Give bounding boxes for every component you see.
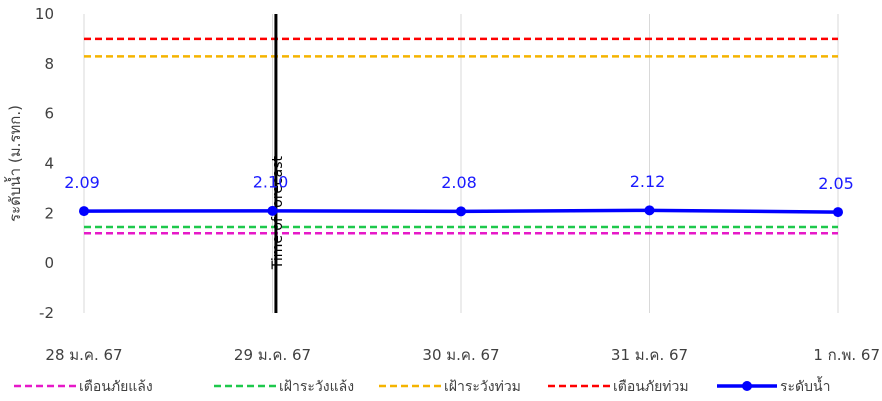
y-tick-label: 10 bbox=[35, 5, 54, 23]
x-tick-label: 28 ม.ค. 67 bbox=[45, 346, 122, 364]
forecast-marker: Time of forecast bbox=[270, 14, 286, 313]
legend-label: ระดับน้ำ bbox=[780, 376, 830, 395]
y-tick-label: 6 bbox=[44, 105, 54, 123]
data-point bbox=[644, 205, 655, 216]
legend-marker bbox=[742, 381, 752, 391]
y-tick-label: -2 bbox=[39, 304, 54, 322]
forecast-marker-label: Time of forecast bbox=[270, 155, 286, 270]
legend-item: เตือนภัยท่วม bbox=[548, 379, 689, 395]
y-axis-ticks: -2 0 2 4 6 8 10 bbox=[35, 5, 54, 322]
gridlines bbox=[83, 14, 839, 313]
data-label: 2.08 bbox=[441, 173, 477, 192]
legend-item: เฝ้าระวังท่วม bbox=[379, 379, 521, 395]
legend-label: เตือนภัยท่วม bbox=[613, 379, 689, 395]
x-tick-label: 1 ก.พ. 67 bbox=[813, 346, 880, 364]
y-tick-label: 4 bbox=[44, 155, 54, 173]
y-tick-label: 0 bbox=[44, 254, 54, 272]
legend-label: เตือนภัยแล้ง bbox=[79, 379, 153, 395]
y-axis-label: ระดับน้ำ (ม.รทก.) bbox=[4, 105, 24, 222]
data-label: 2.12 bbox=[630, 172, 666, 191]
x-tick-label: 31 ม.ค. 67 bbox=[611, 346, 688, 364]
legend-item: เฝ้าระวังแล้ง bbox=[214, 379, 354, 395]
data-label: 2.05 bbox=[818, 174, 854, 193]
threshold-lines bbox=[84, 37, 838, 235]
data-point bbox=[267, 205, 278, 216]
legend: เตือนภัยแล้ง เฝ้าระวังแล้ง เฝ้าระวังท่วม เต… bbox=[14, 376, 830, 395]
legend-item: ระดับน้ำ bbox=[717, 376, 830, 395]
data-point bbox=[79, 206, 89, 217]
data-point bbox=[456, 206, 466, 217]
data-label: 2.09 bbox=[64, 173, 100, 192]
data-point bbox=[833, 207, 843, 218]
x-tick-label: 29 ม.ค. 67 bbox=[234, 346, 311, 364]
y-tick-label: 2 bbox=[44, 204, 54, 222]
water-level-series: 2.09 2.10 2.08 2.12 2.05 bbox=[64, 172, 854, 218]
legend-label: เฝ้าระวังแล้ง bbox=[279, 379, 354, 395]
data-label: 2.10 bbox=[253, 173, 289, 192]
y-tick-label: 8 bbox=[44, 55, 54, 73]
x-tick-label: 30 ม.ค. 67 bbox=[422, 346, 499, 364]
legend-item: เตือนภัยแล้ง bbox=[14, 379, 153, 395]
legend-label: เฝ้าระวังท่วม bbox=[444, 379, 521, 395]
x-axis-ticks: 28 ม.ค. 67 29 ม.ค. 67 30 ม.ค. 67 31 ม.ค. 67… bbox=[45, 346, 880, 364]
